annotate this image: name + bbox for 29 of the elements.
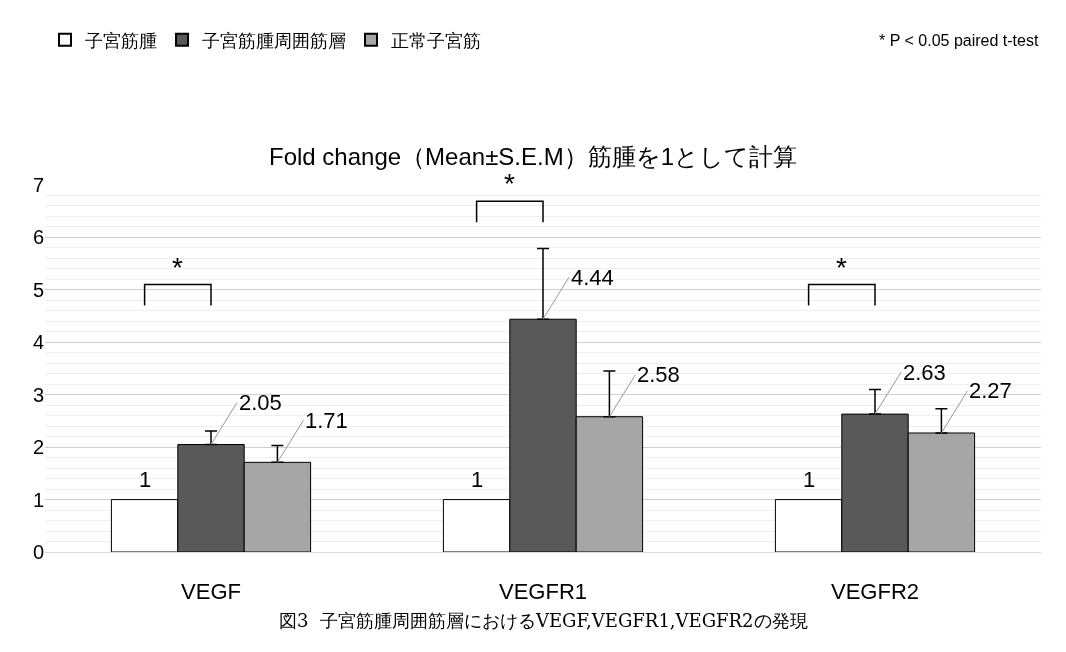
- x-tick-label: VEGFR2: [830, 579, 920, 605]
- y-tick-label: 3: [32, 383, 44, 406]
- data-label: 2.27: [969, 378, 1012, 403]
- legend-label: 子宮筋腫: [85, 30, 157, 51]
- data-label: 2.63: [903, 360, 946, 385]
- data-label: 4.44: [571, 265, 614, 290]
- data-label: 1: [139, 467, 152, 492]
- chart-title: Fold change（Mean±S.E.M）筋腫を1として計算: [269, 143, 797, 171]
- text: * P < 0.05 paired t-test: [879, 32, 1039, 49]
- data-label: 1: [471, 467, 484, 492]
- y-tick-label: 7: [32, 174, 44, 196]
- y-tick-label: 1: [32, 488, 44, 511]
- legend-label: 子宮筋腫周囲筋層: [202, 30, 346, 51]
- y-tick-label: 2: [32, 436, 44, 459]
- annotation: *: [836, 252, 847, 283]
- x-tick-label: VEGF: [181, 579, 241, 605]
- y-tick-label: 0: [32, 541, 44, 563]
- y-tick-label: 5: [32, 278, 44, 301]
- data-label: 1.71: [305, 408, 348, 433]
- legend-label: 正常子宮筋: [391, 30, 481, 51]
- data-label: 1: [803, 467, 816, 492]
- data-label: 2.05: [239, 390, 282, 415]
- annotation: *: [504, 168, 515, 199]
- y-tick-label: 4: [32, 331, 44, 354]
- x-tick-label: VEGFR1: [498, 579, 588, 605]
- annotation: *: [172, 252, 183, 283]
- caption: 図3 子宮筋腫周囲筋層におけるVEGF,VEGFR1,VEGFR2の発現: [279, 610, 808, 631]
- y-tick-label: 6: [32, 226, 44, 249]
- data-label: 2.58: [637, 362, 680, 387]
